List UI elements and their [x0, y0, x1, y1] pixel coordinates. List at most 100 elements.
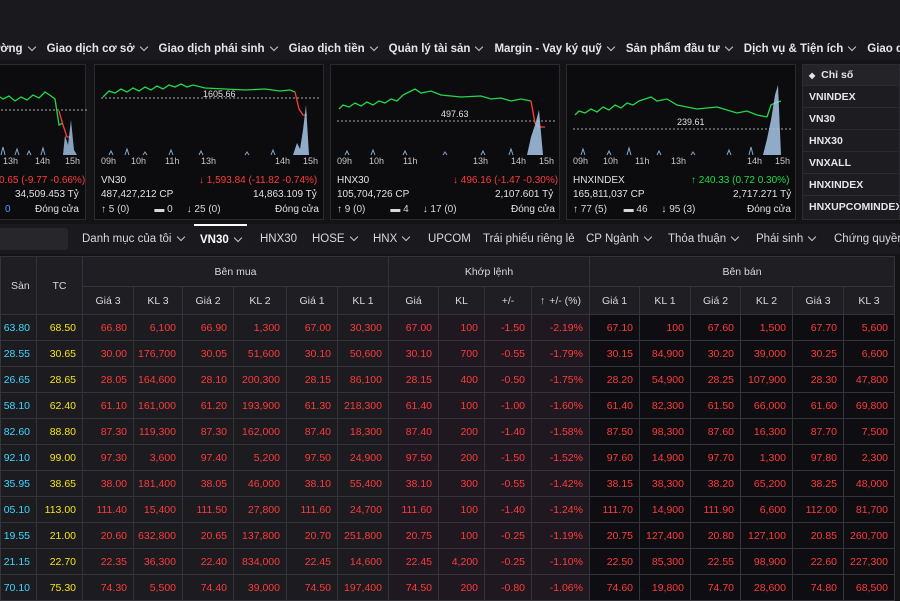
tab-hnx[interactable]: HNX	[373, 224, 411, 254]
ask1-price[interactable]: 61.40	[589, 392, 640, 419]
bid1-volume[interactable]: 50,600	[337, 340, 389, 367]
index-option-hnxupcomindex[interactable]: HNXUPCOMINDEX	[803, 195, 899, 217]
index-option-hnxindex[interactable]: HNXINDEX	[803, 173, 899, 195]
bid2-price[interactable]: 30.05	[182, 340, 234, 367]
index-selector-header[interactable]: ◆ Chỉ số	[803, 65, 899, 85]
col-header-bid2[interactable]: Giá 2	[182, 286, 234, 315]
bid2-price[interactable]: 97.40	[182, 444, 234, 471]
index-option-hnx30[interactable]: HNX30	[803, 129, 899, 151]
col-header-bid1-vol[interactable]: KL 1	[337, 286, 389, 315]
ask3-price[interactable]: 97.80	[792, 444, 844, 471]
change[interactable]: -0.50	[484, 366, 532, 393]
bid1-volume[interactable]: 197,400	[337, 574, 389, 601]
match-price[interactable]: 30.10	[388, 340, 439, 367]
match-volume[interactable]: 300	[438, 470, 485, 497]
bid1-volume[interactable]: 86,100	[337, 366, 389, 393]
ask1-volume[interactable]: 14,900	[639, 496, 691, 523]
ask1-price[interactable]: 28.20	[589, 366, 640, 393]
col-header-change-pct[interactable]: ↑ +/- (%)	[531, 286, 590, 315]
index-option-vn30[interactable]: VN30	[803, 107, 899, 129]
table-row[interactable]: 21.15 22.70 22.35 36,300 22.40 834,000 22.45 14…	[0, 548, 895, 575]
bid1-volume[interactable]: 251,800	[337, 522, 389, 549]
change-pct[interactable]: -1.75%	[531, 366, 590, 393]
menu-item-services[interactable]: Dịch vụ & Tiện ích	[744, 42, 857, 55]
ask2-price[interactable]: 74.70	[690, 574, 741, 601]
bid3-volume[interactable]: 181,400	[133, 470, 183, 497]
table-row[interactable]: 58.10 62.40 61.10 161,000 61.20 193,900 61.30 2…	[0, 392, 895, 419]
bid1-price[interactable]: 28.15	[286, 366, 338, 393]
menu-item-my-view[interactable]: Giao diện của tôi	[867, 43, 900, 55]
bid2-volume[interactable]: 834,000	[233, 548, 287, 575]
bid1-price[interactable]: 22.45	[286, 548, 338, 575]
bid2-volume[interactable]: 137,800	[233, 522, 287, 549]
col-header-ask1-vol[interactable]: KL 1	[639, 286, 691, 315]
table-row[interactable]: 82.60 88.80 87.30 119,300 87.30 162,000 87.40 1…	[0, 418, 895, 445]
change[interactable]: -0.55	[484, 470, 532, 497]
match-price[interactable]: 38.10	[388, 470, 439, 497]
bid3-volume[interactable]: 119,300	[133, 418, 183, 445]
ask2-price[interactable]: 87.60	[690, 418, 741, 445]
bid3-volume[interactable]: 161,000	[133, 392, 183, 419]
ask3-volume[interactable]: 260,700	[843, 522, 895, 549]
bid1-price[interactable]: 20.70	[286, 522, 338, 549]
tab-private-bonds[interactable]: Trái phiếu riêng lẻ	[483, 233, 575, 245]
ask2-volume[interactable]: 98,900	[740, 548, 793, 575]
change[interactable]: -1.40	[484, 496, 532, 523]
ask2-volume[interactable]: 65,200	[740, 470, 793, 497]
match-volume[interactable]: 100	[438, 496, 485, 523]
tab-vn30[interactable]: VN30	[194, 224, 247, 254]
match-price[interactable]: 111.60	[388, 496, 439, 523]
ask2-volume[interactable]: 66,000	[740, 392, 793, 419]
bid3-volume[interactable]: 632,800	[133, 522, 183, 549]
index-option-vnxall[interactable]: VNXALL	[803, 151, 899, 173]
bid2-price[interactable]: 38.05	[182, 470, 234, 497]
change-pct[interactable]: -1.79%	[531, 340, 590, 367]
ask3-price[interactable]: 74.80	[792, 574, 844, 601]
bid2-price[interactable]: 20.65	[182, 522, 234, 549]
table-row[interactable]: 35.95 38.65 38.00 181,400 38.05 46,000 38.10 55…	[0, 470, 895, 497]
bid2-volume[interactable]: 5,200	[233, 444, 287, 471]
ask2-price[interactable]: 67.60	[690, 314, 741, 341]
change[interactable]: -1.40	[484, 418, 532, 445]
ask1-volume[interactable]: 82,300	[639, 392, 691, 419]
match-volume[interactable]: 700	[438, 340, 485, 367]
menu-item-products[interactable]: Sản phẩm đầu tư	[626, 42, 734, 55]
bid1-price[interactable]: 74.50	[286, 574, 338, 601]
bid1-volume[interactable]: 55,400	[337, 470, 389, 497]
bid3-price[interactable]: 111.40	[82, 496, 134, 523]
ask1-price[interactable]: 97.60	[589, 444, 640, 471]
tab-negotiated[interactable]: Thỏa thuận	[668, 224, 740, 254]
match-volume[interactable]: 100	[438, 392, 485, 419]
match-volume[interactable]: 200	[438, 418, 485, 445]
menu-item-stock-trading[interactable]: Giao dịch cơ sở	[47, 42, 148, 55]
ask2-price[interactable]: 30.20	[690, 340, 741, 367]
ask1-price[interactable]: 30.15	[589, 340, 640, 367]
bid1-price[interactable]: 97.50	[286, 444, 338, 471]
match-price[interactable]: 97.50	[388, 444, 439, 471]
ask1-volume[interactable]: 100	[639, 314, 691, 341]
bid1-volume[interactable]: 24,900	[337, 444, 389, 471]
ask1-price[interactable]: 87.50	[589, 418, 640, 445]
ask1-volume[interactable]: 127,400	[639, 522, 691, 549]
bid2-volume[interactable]: 46,000	[233, 470, 287, 497]
ask1-price[interactable]: 22.50	[589, 548, 640, 575]
tab-watchlist[interactable]: Danh mục của tôi	[82, 224, 185, 254]
match-price[interactable]: 61.40	[388, 392, 439, 419]
tab-upcom[interactable]: UPCOM	[428, 233, 471, 245]
ask3-price[interactable]: 87.70	[792, 418, 844, 445]
change[interactable]: -1.50	[484, 314, 532, 341]
ask3-price[interactable]: 28.30	[792, 366, 844, 393]
ask3-price[interactable]: 30.25	[792, 340, 844, 367]
ask3-price[interactable]: 22.60	[792, 548, 844, 575]
col-header-ask1[interactable]: Giá 1	[589, 286, 640, 315]
change[interactable]: -0.80	[484, 574, 532, 601]
ask2-volume[interactable]: 1,500	[740, 314, 793, 341]
ask3-volume[interactable]: 6,600	[843, 340, 895, 367]
menu-item-cash[interactable]: Giao dịch tiền	[289, 42, 378, 55]
bid2-volume[interactable]: 200,300	[233, 366, 287, 393]
col-header-bid2-vol[interactable]: KL 2	[233, 286, 287, 315]
tab-hose[interactable]: HOSE	[312, 224, 358, 254]
bid3-volume[interactable]: 164,600	[133, 366, 183, 393]
ask1-price[interactable]: 38.15	[589, 470, 640, 497]
match-price[interactable]: 74.50	[388, 574, 439, 601]
